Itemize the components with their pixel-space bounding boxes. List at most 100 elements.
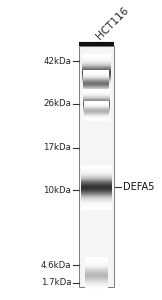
Bar <box>85 259 108 260</box>
Bar <box>83 92 110 93</box>
Bar <box>81 197 112 198</box>
Bar <box>82 60 110 61</box>
Bar <box>85 257 108 258</box>
Bar <box>82 86 110 87</box>
Bar <box>85 280 108 281</box>
Bar <box>81 190 112 191</box>
Bar <box>85 272 108 273</box>
Bar <box>83 81 109 82</box>
Bar <box>83 80 109 81</box>
Bar <box>82 76 110 77</box>
Bar <box>83 111 110 112</box>
Bar <box>84 105 109 106</box>
Bar <box>81 167 112 168</box>
Bar <box>83 81 109 82</box>
Text: 1.7kDa: 1.7kDa <box>41 278 71 287</box>
Bar <box>83 94 110 95</box>
Bar <box>83 77 109 78</box>
Bar <box>82 60 110 61</box>
Bar <box>83 82 109 83</box>
Bar <box>84 103 109 104</box>
Bar <box>85 278 108 279</box>
Bar <box>83 109 110 110</box>
Bar <box>82 59 110 60</box>
Bar <box>83 90 110 91</box>
Bar <box>81 202 112 203</box>
Bar <box>83 88 109 89</box>
Bar <box>81 173 112 174</box>
Bar <box>82 87 110 88</box>
Bar <box>82 75 110 76</box>
Bar <box>83 92 110 93</box>
Bar <box>84 108 109 109</box>
Bar <box>82 55 110 56</box>
Bar <box>81 202 112 203</box>
Bar <box>85 257 108 258</box>
Bar <box>85 289 108 290</box>
Bar <box>83 96 110 97</box>
Bar <box>83 94 109 95</box>
Bar <box>82 61 110 62</box>
Bar <box>85 284 108 285</box>
Text: 42kDa: 42kDa <box>43 57 71 66</box>
Bar <box>83 115 110 116</box>
Bar <box>83 97 110 98</box>
Bar <box>85 276 108 277</box>
Bar <box>85 275 108 276</box>
Bar <box>84 104 109 105</box>
Bar <box>85 290 108 291</box>
Text: DEFA5: DEFA5 <box>123 182 154 193</box>
Bar <box>82 55 110 56</box>
Bar <box>82 90 110 91</box>
Bar <box>85 291 108 292</box>
Bar <box>81 196 112 197</box>
Bar <box>81 185 112 186</box>
Bar <box>83 73 109 74</box>
Bar <box>81 198 112 199</box>
Bar <box>81 181 112 182</box>
Bar <box>85 262 108 263</box>
Bar <box>83 97 110 98</box>
Bar <box>79 46 114 286</box>
Bar <box>83 79 109 80</box>
Bar <box>83 92 109 93</box>
Bar <box>81 180 112 181</box>
Bar <box>81 168 112 169</box>
Bar <box>83 76 109 77</box>
Bar <box>81 176 112 177</box>
Bar <box>82 74 110 75</box>
Bar <box>82 82 110 83</box>
Bar <box>84 117 109 118</box>
Bar <box>83 110 110 111</box>
Bar <box>82 64 110 65</box>
Bar <box>82 84 110 85</box>
Bar <box>83 71 109 72</box>
Bar <box>85 273 108 274</box>
Bar <box>82 78 110 79</box>
Bar <box>83 71 109 72</box>
Bar <box>83 111 110 112</box>
Bar <box>81 203 112 204</box>
Bar <box>82 83 110 84</box>
Bar <box>81 189 112 190</box>
Bar <box>84 109 109 110</box>
Bar <box>83 82 109 83</box>
Bar <box>83 112 110 113</box>
Bar <box>85 264 108 265</box>
Bar <box>81 183 112 184</box>
Bar <box>83 95 109 96</box>
Bar <box>83 116 110 117</box>
Bar <box>84 104 109 105</box>
Bar <box>85 261 108 262</box>
Bar <box>82 57 110 58</box>
Bar <box>82 85 110 86</box>
Bar <box>81 193 112 194</box>
Bar <box>83 94 110 95</box>
Bar <box>82 67 110 68</box>
Bar <box>83 113 110 114</box>
Bar <box>81 179 112 180</box>
Bar <box>85 282 108 283</box>
Bar <box>85 274 108 275</box>
Bar <box>81 172 112 173</box>
Bar <box>85 261 108 262</box>
